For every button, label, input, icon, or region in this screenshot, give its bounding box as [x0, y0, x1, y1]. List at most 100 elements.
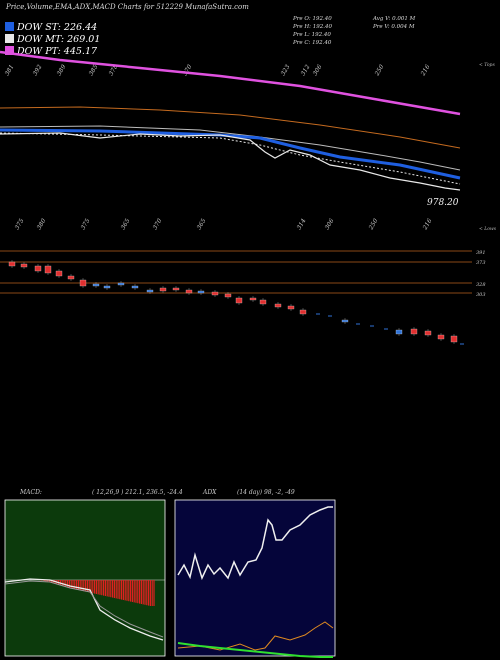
macd-histogram-bar: [85, 580, 87, 592]
candle-body: [131, 285, 139, 289]
top-tick-label: 323: [280, 63, 292, 77]
candle-body: [8, 261, 16, 267]
top-tick-label: 250: [373, 63, 385, 77]
macd-histogram-bar: [95, 580, 97, 594]
adx-panel-background: [174, 499, 336, 657]
candle-body: [410, 328, 418, 335]
top-tick-label: 392: [32, 63, 44, 77]
adx-values: (14 day) 98, -2, -49: [237, 489, 295, 496]
candle-body: [197, 290, 205, 294]
candle-body: [395, 329, 403, 335]
macd-histogram-bar: [148, 580, 150, 606]
ema-mid-dashed-line: [0, 132, 461, 185]
avg-volume: Avg V: 0.001 M: [373, 16, 416, 22]
bottom-tick-label: 216: [421, 217, 433, 231]
macd-histogram-bar: [70, 580, 72, 589]
tops-label: < Tops: [479, 63, 495, 68]
candle-body: [185, 289, 193, 294]
macd-histogram-bar: [113, 580, 115, 598]
bottom-tick-label: 375: [14, 217, 26, 231]
legend-dow-mt: DOW MT: 269.01: [5, 34, 100, 45]
macd-histogram-bar: [144, 580, 146, 605]
legend-dow-pt: DOW PT: 445.17: [5, 46, 97, 57]
ema-grey-line: [0, 125, 461, 171]
macd-histogram-bar: [139, 580, 141, 604]
dow-st-swatch: [5, 22, 14, 31]
macd-histogram-bar: [49, 580, 51, 583]
dow-mt-label: DOW MT: 269.01: [17, 34, 101, 45]
macd-values: ( 12,26,9 ) 212.1, 236.5, -24.4: [92, 489, 183, 496]
candle-body: [224, 293, 232, 298]
candle-body: [274, 303, 282, 308]
candle-body: [211, 291, 219, 296]
candle-body: [159, 287, 167, 292]
macd-histogram-bar: [119, 580, 121, 600]
candle-body: [235, 297, 243, 304]
bottom-tick-label: 365: [120, 217, 132, 231]
ohlc-open: Pre O: 192.40: [293, 16, 332, 22]
candle-body: [450, 335, 458, 343]
price-label: 978.20: [427, 198, 459, 208]
bottom-tick-label: 314: [296, 217, 308, 231]
macd-histogram-bar: [117, 580, 119, 599]
top-tick-label: 389: [56, 63, 68, 77]
macd-histogram-bar: [97, 580, 99, 595]
adx-plus-di-line: [177, 642, 333, 658]
macd-histogram-bar: [74, 580, 76, 590]
macd-histogram-bar: [77, 580, 79, 590]
macd-histogram-bar: [90, 580, 92, 593]
macd-histogram-bar: [142, 580, 144, 605]
macd-histogram-bar: [122, 580, 124, 600]
ohlc-low: Pre L: 192.40: [293, 32, 331, 38]
top-tick-label: 378: [108, 63, 120, 77]
macd-histogram-bar: [65, 580, 67, 587]
macd-signal-line: [4, 580, 164, 638]
candle-body: [117, 282, 125, 286]
macd-histogram-bar: [40, 580, 42, 581]
candle-body: [92, 283, 100, 287]
candle-body: [103, 285, 111, 289]
adx-line: [177, 506, 333, 581]
ohlc-close: Pre C: 192.40: [293, 40, 332, 46]
candle-body: [34, 265, 42, 272]
macd-histogram-bar: [88, 580, 90, 593]
macd-histogram-bar: [43, 580, 45, 581]
macd-histogram-bar: [81, 580, 83, 591]
top-tick-label: 306: [312, 63, 324, 77]
macd-histogram-bar: [86, 580, 88, 592]
dow-st-label: DOW ST: 226.44: [17, 22, 98, 33]
macd-histogram-bar: [67, 580, 69, 588]
macd-histogram-bar: [151, 580, 153, 606]
macd-title: MACD:: [20, 489, 42, 496]
prev-volume: Pre V: 0.004 M: [373, 24, 415, 30]
candle-body: [146, 289, 154, 293]
chart-title: Price,Volume,EMA,ADX,MACD Charts for 512…: [6, 3, 249, 11]
top-tick-label: 216: [419, 63, 431, 77]
macd-histogram-bar: [63, 580, 65, 587]
macd-histogram-bar: [72, 580, 74, 589]
dow-pt-swatch: [5, 46, 14, 55]
macd-histogram-bar: [83, 580, 85, 592]
candle-body: [437, 334, 445, 340]
macd-histogram-bar: [50, 580, 52, 583]
bottom-tick-label: 250: [367, 217, 379, 231]
bottom-tick-label: 375: [80, 217, 92, 231]
candle-body: [67, 275, 75, 280]
macd-histogram-bar: [115, 580, 117, 599]
bottom-tick-label: 306: [324, 217, 336, 231]
bottom-tick-label: 365: [196, 217, 208, 231]
adx-minus-di-line: [177, 621, 334, 651]
macd-histogram-bar: [108, 580, 110, 597]
candle-body: [341, 319, 349, 323]
ema-orange-line: [0, 106, 461, 149]
macd-line: [4, 578, 164, 641]
candle-body: [424, 330, 432, 336]
candle-body: [259, 299, 267, 305]
macd-histogram-bar: [110, 580, 112, 598]
bottom-tick-label: 370: [152, 217, 164, 231]
candle-body: [287, 305, 295, 310]
macd-histogram-bar: [121, 580, 123, 600]
ema-short-line: [0, 128, 461, 180]
macd-histogram-bar: [146, 580, 148, 606]
